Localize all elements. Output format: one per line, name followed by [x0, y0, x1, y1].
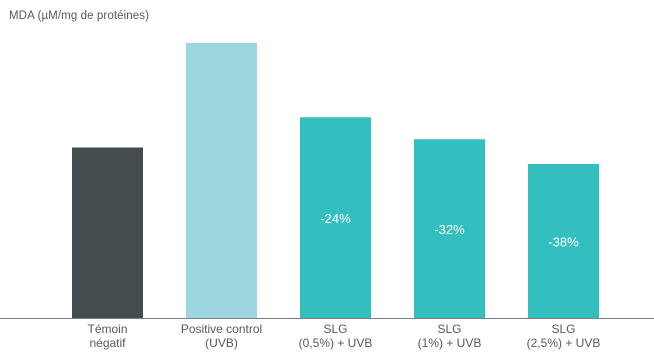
bar-3 [300, 117, 371, 318]
x-tick-label-1-line-2: négatif [89, 336, 126, 350]
bar-2 [186, 43, 257, 318]
bar-1 [72, 147, 143, 318]
bar-value-label-5: -38% [548, 234, 579, 249]
x-tick-label-2-line-2: (UVB) [205, 336, 238, 350]
y-axis-label: MDA (µM/mg de protéines) [9, 10, 150, 22]
x-tick-label-3-line-1: SLG [323, 322, 347, 336]
bar-5 [528, 164, 599, 318]
bar-value-label-4: -32% [434, 222, 465, 237]
x-tick-label-1-line-1: Témoin [87, 322, 127, 336]
bar-4 [414, 139, 485, 318]
bar-value-label-3: -24% [320, 211, 351, 226]
x-tick-label-5-line-2: (2,5%) + UVB [527, 336, 601, 350]
bars-group [72, 43, 599, 318]
x-tick-label-4-line-2: (1%) + UVB [418, 336, 482, 350]
x-tick-label-4-line-1: SLG [437, 322, 461, 336]
x-tick-label-5-line-1: SLG [551, 322, 575, 336]
bar-labels-group: -24% -32% -38% [320, 211, 579, 249]
x-tick-label-2-line-1: Positive control [181, 322, 262, 336]
x-tick-label-3-line-2: (0,5%) + UVB [299, 336, 373, 350]
